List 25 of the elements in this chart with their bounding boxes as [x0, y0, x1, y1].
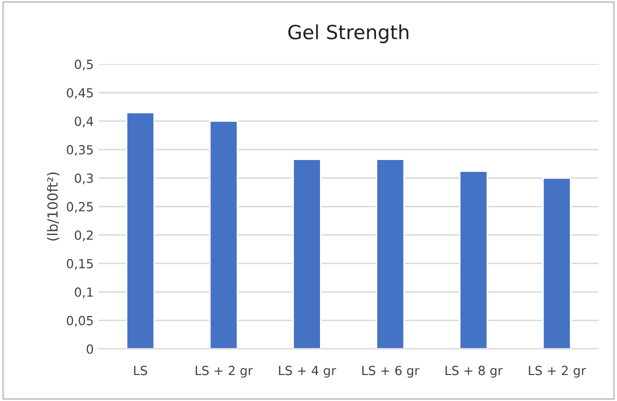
- x-tick-label: LS + 2 gr: [528, 366, 586, 378]
- bar: [542, 177, 572, 349]
- x-tick-label: LS: [134, 366, 148, 376]
- y-tick-label: 0,45: [66, 88, 93, 99]
- y-tick-label: 0,3: [74, 174, 93, 184]
- y-tick-label: 0,1: [74, 287, 93, 298]
- x-tick-label: LS + 4 gr: [279, 366, 336, 378]
- bar: [292, 158, 322, 349]
- bar: [209, 120, 238, 349]
- x-tick-label: LS + 2 gr: [196, 366, 253, 378]
- bar: [126, 112, 155, 349]
- x-tick-label: LS + 8 gr: [446, 366, 503, 378]
- y-axis-title: (lb/100ft²): [47, 172, 60, 241]
- y-tick-label: 0,35: [66, 145, 93, 156]
- y-tick-label: 0,2: [74, 230, 93, 242]
- x-tick-label: LS + 6 gr: [362, 366, 420, 378]
- y-tick-label: 0,4: [74, 116, 94, 128]
- y-tick-label: 0,5: [74, 60, 93, 70]
- y-tick-label: 0,15: [66, 258, 93, 270]
- y-tick-label: 0,25: [66, 202, 93, 213]
- y-tick-label: 0,05: [66, 316, 93, 327]
- chart-title: Gel Strength: [288, 24, 408, 44]
- bar: [459, 170, 488, 349]
- bar: [376, 158, 405, 349]
- y-tick-label: 0: [86, 344, 94, 354]
